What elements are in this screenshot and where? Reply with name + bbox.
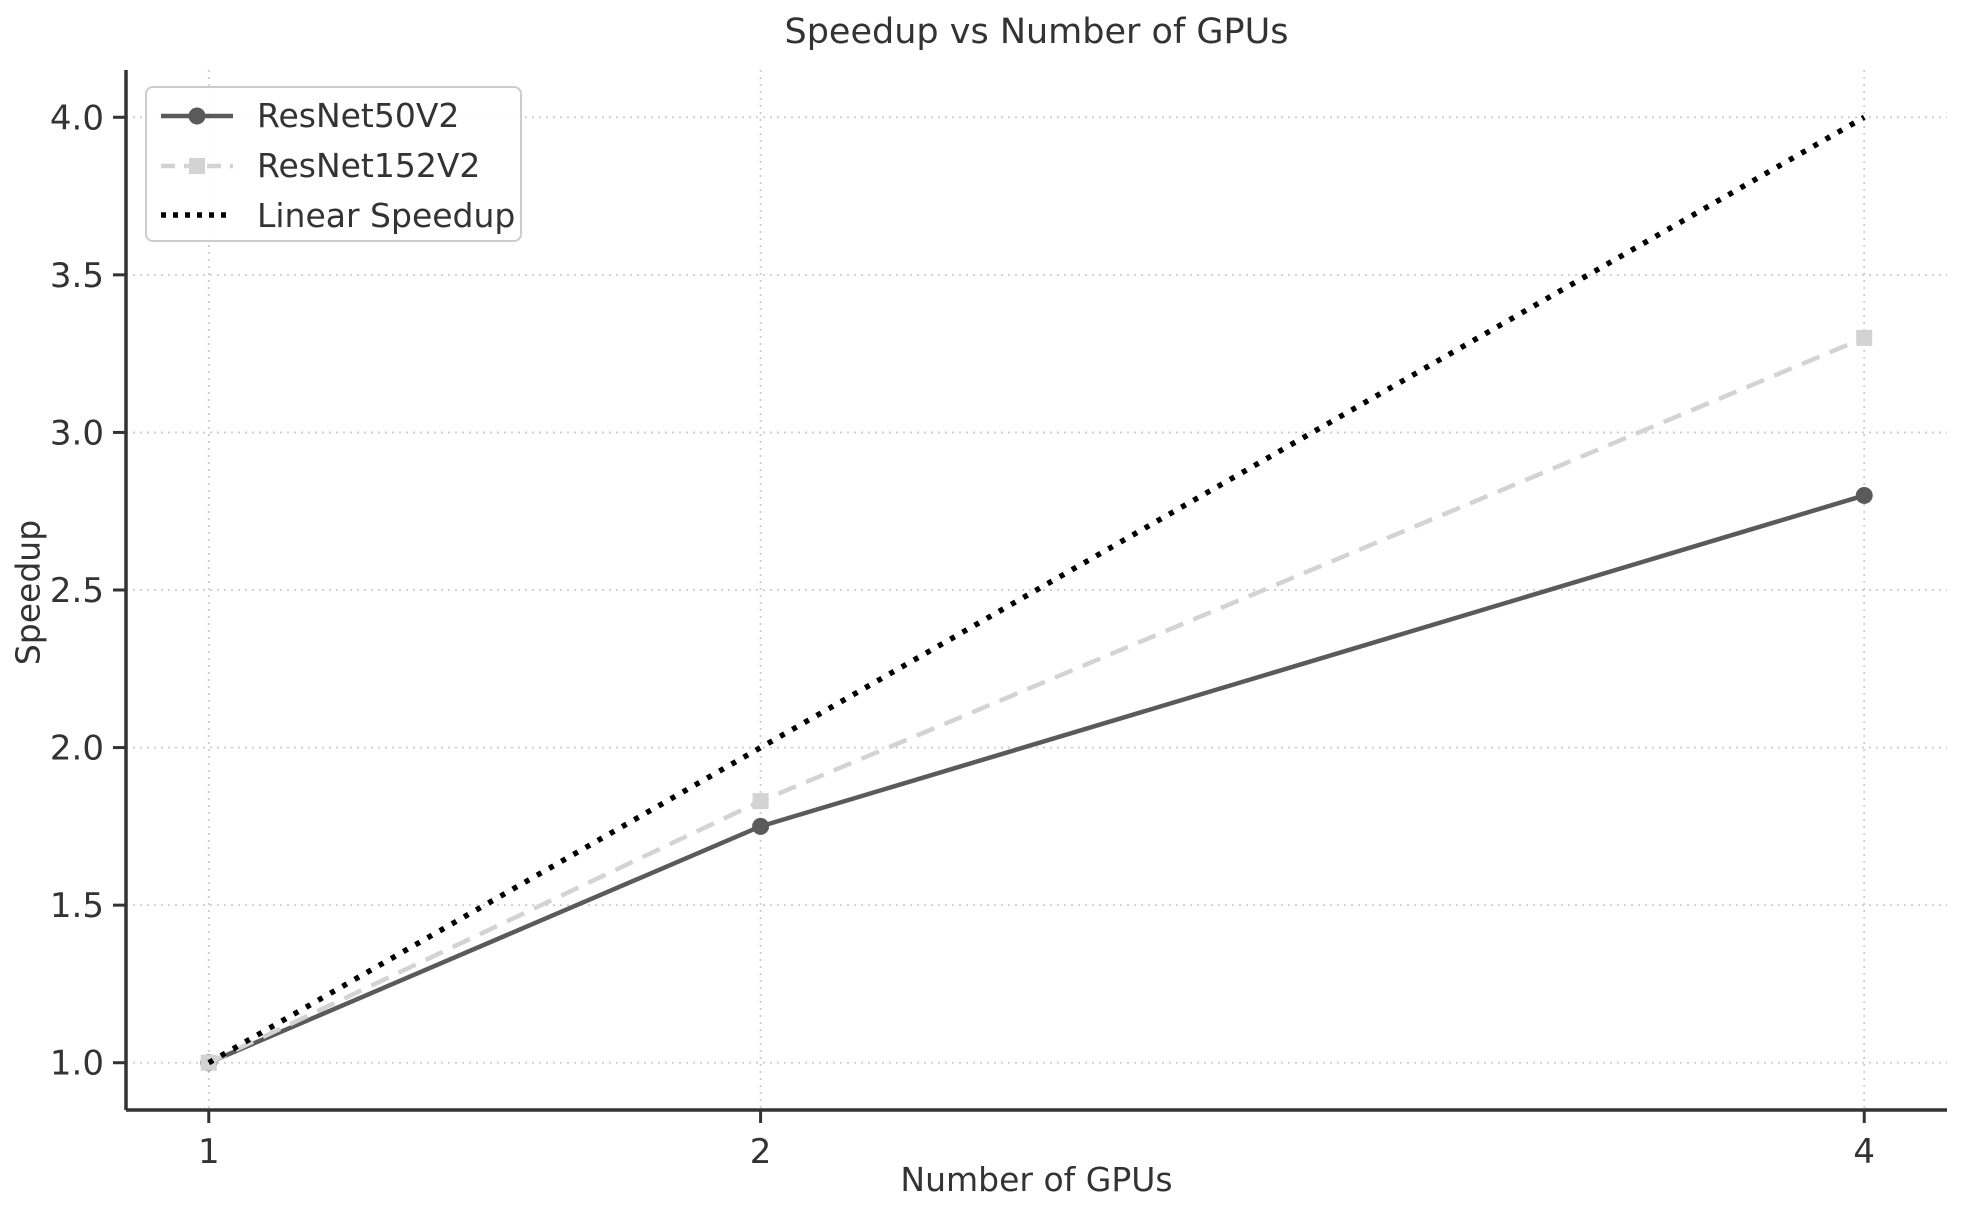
- y-tick-label-1.5: 1.5: [50, 886, 104, 926]
- legend-sample-svg: [161, 157, 233, 174]
- series-line-resnet50v2: [207, 493, 1865, 1065]
- series-line-linear-speedup: [207, 114, 1866, 1066]
- legend: ResNet50V2 ResNet152V2 Linear Speedup: [145, 86, 522, 242]
- marker-square-resnet152v2-2: [752, 793, 769, 810]
- legend-sample-square-marker: [189, 157, 205, 174]
- x-axis-label: Number of GPUs: [900, 1160, 1173, 1199]
- legend-sample-circle-marker: [188, 107, 206, 125]
- marker-circle-resnet50v2-4: [1855, 486, 1873, 504]
- x-tick-label-1: 1: [198, 1132, 220, 1172]
- y-tick-label-3.5: 3.5: [50, 256, 104, 296]
- marker-circle-resnet50v2-2: [752, 817, 770, 835]
- legend-item-resnet50v2: ResNet50V2: [159, 91, 520, 141]
- marker-square-resnet152v2-4: [1856, 329, 1873, 346]
- chart-title: Speedup vs Number of GPUs: [784, 12, 1289, 52]
- x-tick-label-4: 4: [1853, 1132, 1875, 1172]
- legend-sample-line-icon: [159, 155, 235, 177]
- y-tick-label-3: 3.0: [50, 413, 104, 453]
- legend-sample-line-icon: [159, 105, 235, 127]
- legend-label: ResNet50V2: [257, 96, 460, 136]
- legend-label: ResNet152V2: [257, 146, 481, 185]
- y-tick-label-2.5: 2.5: [50, 571, 104, 611]
- legend-item-linear-speedup: Linear Speedup: [159, 190, 520, 240]
- y-axis-label: Speedup: [8, 519, 48, 666]
- legend-label: Linear Speedup: [257, 195, 516, 235]
- y-tick-label-2: 2.0: [50, 729, 104, 769]
- legend-sample-svg: [161, 107, 233, 125]
- y-tick-label-1: 1.0: [50, 1044, 104, 1084]
- legend-item-resnet152v2: ResNet152V2: [159, 141, 520, 191]
- legend-sample-line-icon: [159, 204, 235, 226]
- legend-sample-svg: [161, 212, 233, 218]
- y-tick-label-4: 4.0: [50, 98, 104, 138]
- x-tick-label-2: 2: [750, 1132, 772, 1172]
